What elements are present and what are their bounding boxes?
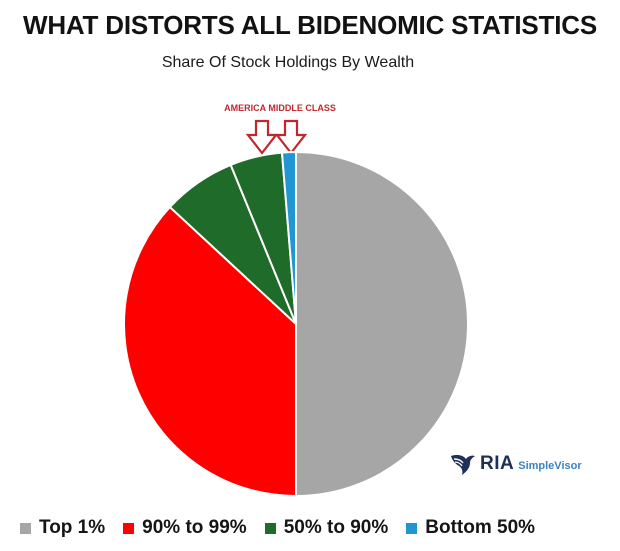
legend-item-bottom-50: Bottom 50% — [406, 517, 535, 539]
chart-subtitle: Share Of Stock Holdings By Wealth — [161, 54, 415, 71]
legend-swatch — [123, 522, 135, 534]
logo-product-text: SimpleVisor — [518, 459, 582, 472]
chart-legend: Top 1% 90% to 99% 50% to 90% Bottom 50% — [20, 514, 580, 542]
down-arrow-icon — [275, 119, 307, 155]
legend-label: Bottom 50% — [425, 517, 536, 538]
legend-swatch — [406, 522, 418, 534]
pie-slice-top-1-0 — [295, 151, 469, 497]
ria-simplevisor-logo: RIA SimpleVisor — [450, 450, 582, 478]
legend-swatch — [20, 522, 31, 534]
legend-item-50-to-90: 50% to 90% — [264, 517, 389, 539]
pie-slice-bottom-50-4 — [280, 150, 297, 325]
legend-item-top-1: Top 1% — [20, 517, 105, 539]
pie-slice-90-to-99-1 — [123, 206, 297, 497]
legend-label: 50% to 90% — [283, 517, 389, 538]
legend-swatch — [264, 522, 276, 534]
middle-class-annotation: AMERICA MIDDLE CLASS — [224, 103, 336, 113]
legend-item-90-to-99: 90% to 99% — [123, 517, 247, 539]
pie-chart — [123, 150, 469, 497]
down-arrow-icon — [246, 119, 278, 155]
legend-label: Top 1% — [39, 517, 106, 538]
legend-label: 90% to 99% — [142, 517, 247, 538]
eagle-logo-icon — [451, 455, 475, 475]
chart-title: WHAT DISTORTS ALL BIDENOMIC STATISTICS — [22, 10, 597, 40]
logo-brand-text: RIA — [480, 453, 515, 474]
